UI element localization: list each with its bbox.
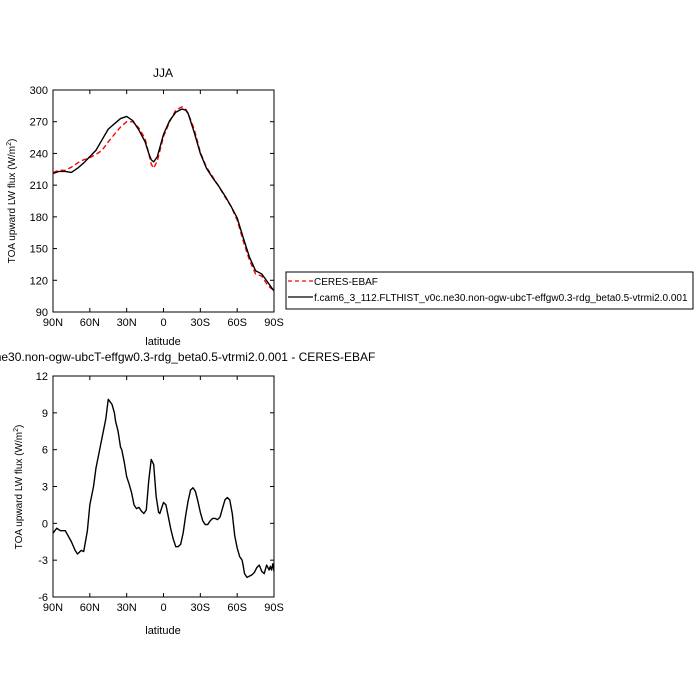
y-tick-label: 120 — [30, 275, 48, 287]
x-tick-label: 30S — [191, 317, 211, 329]
y-tick-label: 6 — [42, 445, 48, 457]
bottom-y-axis-label: TOA upward LW flux (W/m2) — [13, 425, 25, 550]
top-y-axis-label-sup: 2 — [6, 142, 13, 146]
top-plot-frame — [52, 89, 275, 313]
legend-box — [285, 271, 694, 310]
x-tick-label: 90S — [264, 602, 284, 614]
x-tick-label: 90S — [264, 317, 284, 329]
y-tick-label: 180 — [30, 212, 48, 224]
x-tick-label: 30S — [191, 602, 211, 614]
series-line-difference — [52, 398, 275, 579]
y-tick-label: 150 — [30, 244, 48, 256]
legend-label-ceres: CERES-EBAF — [314, 277, 378, 288]
top-x-axis: 90N 60N 30N 0 30S 60S 90S — [43, 90, 284, 329]
legend-label-model: f.cam6_3_112.FLTHIST_v0c.ne30.non-ogw-ub… — [314, 293, 688, 304]
bottom-x-axis-label: latitude — [145, 625, 180, 637]
bottom-y-axis-label-sup: 2 — [13, 428, 20, 432]
y-tick-label: 9 — [42, 408, 48, 420]
series-line-f-cam6 — [52, 108, 275, 292]
top-series-group — [52, 106, 275, 292]
top-y-axis-label-close: ) — [7, 139, 18, 142]
x-tick-label: 0 — [160, 317, 166, 329]
bottom-y-axis: -6 -3 0 3 6 9 12 — [36, 371, 274, 604]
top-panel: JJA 90 120 150 180 210 240 270 300 90N 60N 30N 0 30… — [6, 66, 284, 348]
y-tick-label: 240 — [30, 148, 48, 160]
top-x-axis-label: latitude — [145, 336, 180, 348]
x-tick-label: 60N — [80, 602, 100, 614]
top-y-axis-label: TOA upward LW flux (W/m2) — [6, 139, 18, 264]
top-y-axis: 90 120 150 180 210 240 270 300 — [30, 85, 274, 319]
x-tick-label: 60S — [227, 317, 247, 329]
legend: CERES-EBAF f.cam6_3_112.FLTHIST_v0c.ne30… — [285, 271, 694, 310]
x-tick-label: 60S — [227, 602, 247, 614]
bottom-panel-title: ST_v0c.ne30.non-ogw-ubcT-effgw0.3-rdg_be… — [0, 350, 375, 364]
x-tick-label: 90N — [43, 602, 63, 614]
y-tick-label: 300 — [30, 85, 48, 97]
y-tick-label: -6 — [38, 592, 48, 604]
top-panel-title: JJA — [153, 66, 173, 80]
x-tick-label: 90N — [43, 317, 63, 329]
bottom-series-group — [52, 398, 275, 579]
x-tick-label: 0 — [160, 602, 166, 614]
y-tick-label: 3 — [42, 482, 48, 494]
x-tick-label: 30N — [117, 602, 137, 614]
x-tick-label: 30N — [117, 317, 137, 329]
x-tick-label: 60N — [80, 317, 100, 329]
y-tick-label: -3 — [38, 555, 48, 567]
bottom-x-axis: 90N 60N 30N 0 30S 60S 90S — [43, 376, 284, 614]
y-tick-label: 0 — [42, 518, 48, 530]
y-tick-label: 90 — [36, 307, 48, 319]
bottom-panel: ST_v0c.ne30.non-ogw-ubcT-effgw0.3-rdg_be… — [0, 350, 375, 637]
bottom-y-axis-label-close: ) — [14, 425, 25, 428]
y-tick-label: 12 — [36, 371, 48, 383]
y-tick-label: 270 — [30, 117, 48, 129]
y-tick-label: 210 — [30, 180, 48, 192]
bottom-y-axis-label-main: TOA upward LW flux (W/m — [14, 432, 25, 549]
top-y-axis-label-main: TOA upward LW flux (W/m — [7, 146, 18, 263]
bottom-plot-frame — [52, 375, 275, 598]
